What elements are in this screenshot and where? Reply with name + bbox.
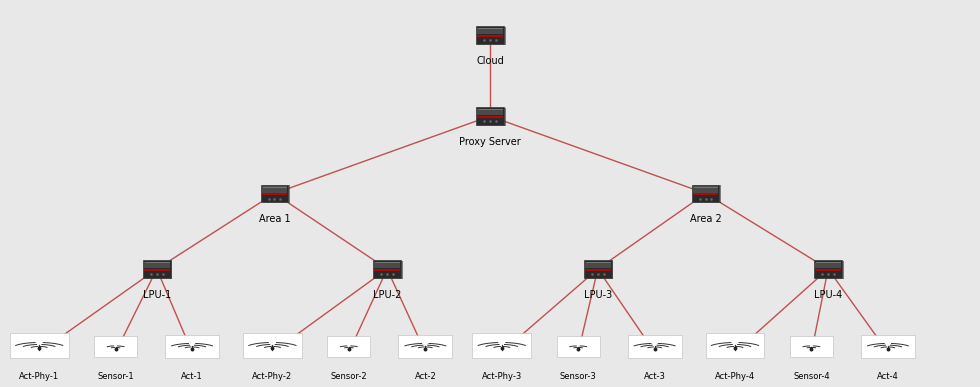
Bar [694, 185, 721, 203]
Bar [861, 335, 915, 358]
Bar [144, 262, 170, 268]
Bar [476, 107, 504, 125]
Text: LPU-2: LPU-2 [373, 290, 401, 300]
Text: Act-Phy-3: Act-Phy-3 [481, 372, 522, 381]
Text: Act-1: Act-1 [181, 372, 203, 381]
Text: LPU-1: LPU-1 [143, 290, 171, 300]
Bar [263, 185, 290, 203]
Bar [398, 335, 452, 358]
Text: Area 2: Area 2 [690, 214, 721, 224]
Bar [706, 333, 764, 358]
Bar [374, 262, 400, 268]
Bar [692, 185, 719, 202]
Text: Act-Phy-1: Act-Phy-1 [20, 372, 59, 381]
Bar [584, 260, 612, 278]
Text: Act-Phy-2: Act-Phy-2 [253, 372, 292, 381]
Text: Proxy Server: Proxy Server [459, 137, 521, 147]
Bar [262, 187, 287, 193]
Bar [375, 261, 403, 279]
Bar [816, 261, 844, 279]
Bar [261, 185, 288, 202]
Bar [10, 333, 69, 358]
Bar [693, 187, 718, 193]
Text: Sensor-1: Sensor-1 [97, 372, 134, 381]
Bar [472, 333, 531, 358]
Bar [143, 260, 171, 278]
Text: Cloud: Cloud [476, 56, 504, 66]
Bar [814, 260, 842, 278]
Bar [586, 261, 613, 279]
Bar [815, 262, 841, 268]
Bar [373, 260, 401, 278]
Text: Sensor-3: Sensor-3 [560, 372, 597, 381]
Bar [94, 336, 137, 358]
Text: Act-2: Act-2 [415, 372, 436, 381]
Text: LPU-3: LPU-3 [584, 290, 612, 300]
Text: Act-3: Act-3 [644, 372, 665, 381]
Bar [476, 26, 504, 44]
Bar [557, 336, 600, 358]
Bar [477, 28, 503, 34]
Text: Area 1: Area 1 [259, 214, 290, 224]
Bar [628, 335, 682, 358]
Bar [243, 333, 302, 358]
Bar [165, 335, 220, 358]
Text: LPU-4: LPU-4 [814, 290, 842, 300]
Bar [327, 336, 370, 358]
Text: Sensor-4: Sensor-4 [793, 372, 830, 381]
Text: Act-4: Act-4 [877, 372, 899, 381]
Text: Act-Phy-4: Act-Phy-4 [715, 372, 755, 381]
Bar [585, 262, 611, 268]
Bar [477, 109, 503, 115]
Bar [478, 27, 506, 45]
Bar [478, 108, 506, 126]
Bar [790, 336, 833, 358]
Text: Sensor-2: Sensor-2 [330, 372, 368, 381]
Bar [145, 261, 172, 279]
